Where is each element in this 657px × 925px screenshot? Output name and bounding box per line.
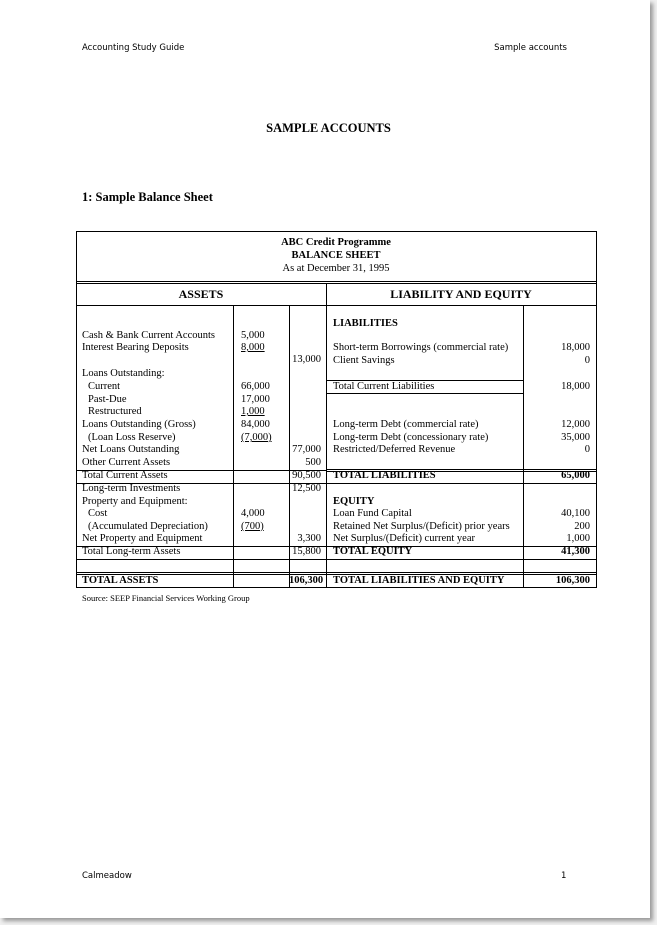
liability-label: Retained Net Surplus/(Deficit) prior yea… (333, 521, 510, 532)
table-rule (326, 546, 596, 547)
liability-value: 40,100 (561, 508, 590, 519)
table-column-rule (326, 283, 327, 588)
table-rule (76, 283, 596, 284)
asset-label: Long-term Investments (82, 483, 181, 494)
table-rule (76, 305, 596, 306)
liability-label: Long-term Debt (commercial rate) (333, 419, 479, 430)
table-rule (326, 393, 523, 394)
asset-subvalue: 5,000 (241, 330, 265, 341)
page-number: 1 (561, 871, 567, 881)
assets-header: ASSETS (178, 287, 224, 301)
table-rule (326, 469, 596, 470)
header-left: Accounting Study Guide (82, 43, 185, 53)
liability-value: 0 (584, 444, 590, 455)
asset-value: 3,300 (297, 533, 321, 544)
asset-label: Past-Due (88, 394, 127, 405)
table-column-rule (596, 231, 597, 588)
table-org: ABC Credit Programme (281, 237, 391, 248)
table-date: As at December 31, 1995 (282, 263, 390, 274)
asset-label: Loans Outstanding: (82, 368, 165, 379)
page-title: SAMPLE ACCOUNTS (266, 121, 391, 135)
liability-label: TOTAL EQUITY (333, 546, 413, 557)
table-rule (76, 572, 596, 573)
asset-value: 106,300 (289, 575, 324, 586)
table-column-rule (76, 231, 77, 588)
asset-subvalue: 66,000 (241, 381, 270, 392)
asset-subvalue: (7,000) (241, 432, 272, 443)
asset-subvalue: 1,000 (241, 406, 265, 417)
asset-label: Property and Equipment: (82, 496, 188, 507)
liability-value: 18,000 (561, 342, 590, 353)
asset-value: 15,800 (292, 546, 321, 557)
asset-subvalue: 8,000 (241, 342, 265, 353)
asset-label: Interest Bearing Deposits (82, 342, 189, 353)
asset-label: Net Property and Equipment (82, 533, 203, 544)
table-rule (76, 231, 596, 232)
table-rule (76, 546, 326, 547)
table-rule (76, 559, 596, 560)
asset-label: (Loan Loss Reserve) (88, 432, 176, 443)
liability-value: 41,300 (561, 546, 590, 557)
liability-label: Short-term Borrowings (commercial rate) (333, 342, 509, 353)
source-note: Source: SEEP Financial Services Working … (82, 593, 250, 603)
asset-value: 90,500 (292, 470, 321, 481)
asset-subvalue: (700) (241, 521, 264, 532)
liability-label: TOTAL LIABILITIES AND EQUITY (333, 575, 505, 586)
table-column-rule (523, 305, 524, 588)
asset-label: Cash & Bank Current Accounts (82, 330, 215, 341)
asset-subvalue: 17,000 (241, 394, 270, 405)
liability-label: Long-term Debt (concessionary rate) (333, 432, 489, 443)
liability-value: 12,000 (561, 419, 590, 430)
asset-subvalue: 84,000 (241, 419, 270, 430)
section-heading: 1: Sample Balance Sheet (82, 190, 213, 204)
liability-value: 35,000 (561, 432, 590, 443)
asset-subvalue: 4,000 (241, 508, 265, 519)
liability-value: 18,000 (561, 381, 590, 392)
asset-label: Current (88, 381, 121, 392)
table-rule (76, 574, 596, 575)
asset-value: 77,000 (292, 444, 321, 455)
asset-label: TOTAL ASSETS (82, 575, 159, 586)
liability-label: Client Savings (333, 355, 395, 366)
asset-value: 12,500 (292, 483, 321, 494)
asset-value: 500 (305, 457, 321, 468)
liability-value: 200 (574, 521, 590, 532)
liability-label: Total Current Liabilities (333, 381, 435, 392)
table-rule (76, 281, 596, 282)
asset-label: Cost (88, 508, 108, 519)
liability-value: 1,000 (566, 533, 590, 544)
asset-label: Other Current Assets (82, 457, 171, 468)
table-column-rule (233, 305, 234, 588)
table-column-rule (289, 305, 290, 588)
table-rule (76, 470, 326, 471)
liability-label: Loan Fund Capital (333, 508, 412, 519)
liability-value: 65,000 (561, 470, 590, 481)
asset-label: Total Current Assets (82, 470, 168, 481)
asset-label: Loans Outstanding (Gross) (82, 419, 196, 430)
liability-value: 106,300 (555, 575, 590, 586)
asset-label: (Accumulated Depreciation) (88, 521, 208, 532)
liability-label: Restricted/Deferred Revenue (333, 444, 456, 455)
liabilities-equity-header: LIABILITY AND EQUITY (390, 287, 532, 301)
asset-value: 13,000 (292, 354, 321, 365)
asset-label: Net Loans Outstanding (82, 444, 180, 455)
liability-value: 0 (584, 355, 590, 366)
liability-label: EQUITY (333, 496, 375, 507)
table-rule (326, 471, 596, 472)
asset-label: Restructured (88, 406, 142, 417)
liability-label: Net Surplus/(Deficit) current year (333, 533, 475, 544)
table-rule (76, 483, 596, 484)
asset-label: Total Long-term Assets (82, 546, 181, 557)
header-right: Sample accounts (494, 43, 567, 53)
table-rule (76, 587, 596, 588)
liability-label: TOTAL LIABILITIES (333, 470, 436, 481)
table-name: BALANCE SHEET (291, 250, 381, 261)
table-rule (326, 380, 523, 381)
footer-left: Calmeadow (82, 871, 132, 881)
liability-label: LIABILITIES (333, 318, 398, 329)
